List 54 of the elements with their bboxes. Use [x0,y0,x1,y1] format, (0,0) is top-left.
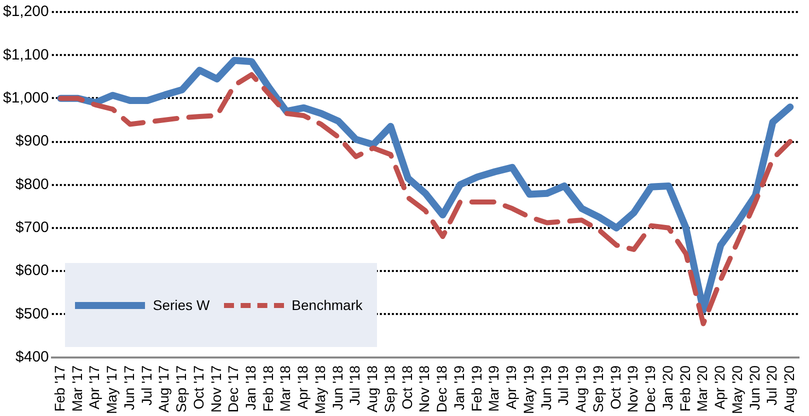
y-tick-label: $700 [16,219,49,236]
x-tick-label: Sep '18 [381,365,398,412]
x-tick-label: Dec '17 [225,365,242,412]
x-tick-label: May '18 [312,365,328,414]
x-tick-label: Jun '19 [538,365,554,410]
x-tick-label: Oct '18 [398,365,415,410]
x-tick-label: Jun '17 [120,365,137,410]
x-tick-label: Nov '17 [208,365,224,412]
x-tick-label: Apr '20 [712,365,728,410]
y-tick-label: $1,200 [2,3,49,20]
x-tick-label: Oct '19 [607,365,624,410]
x-tick-label: Feb '19 [468,365,484,412]
x-tick-label: Apr '18 [294,365,311,410]
x-tick-label: Dec '18 [434,365,450,412]
x-tick-label: Jun '20 [746,365,762,410]
x-tick-label: Aug '20 [781,365,798,412]
x-tick-label: Jan '20 [659,365,676,410]
x-tick-label: Mar '18 [277,365,294,412]
x-tick-label: Jul '20 [764,365,780,406]
x-tick-label: Apr '17 [86,365,102,410]
x-tick-label: Mar '17 [68,365,85,412]
x-tick-label: Nov '18 [416,365,432,412]
x-tick-label: Dec '19 [642,365,658,412]
x-tick-label: Jan '18 [242,365,259,410]
x-tick-label: Aug '19 [572,365,589,412]
x-tick-label: May '19 [520,365,536,414]
x-tick-label: Mar '20 [694,365,710,412]
y-tick-label: $500 [16,305,49,322]
legend-label: Benchmark [292,297,362,314]
y-tick-label: $1,100 [2,46,49,64]
x-tick-label: Sep '19 [590,365,606,412]
x-tick-label: Sep '17 [173,365,190,412]
y-tick-label: $400 [16,348,49,366]
x-tick-label: Jun '18 [329,365,346,410]
x-tick-label: Feb '17 [51,365,68,412]
x-tick-label: May '20 [728,365,745,414]
x-tick-label: Aug '17 [156,365,172,412]
x-tick-label: Jul '17 [138,365,154,406]
x-tick-label: Jul '18 [346,365,363,406]
x-tick-label: Nov '19 [624,365,641,412]
x-tick-label: Jan '19 [450,365,467,410]
x-tick-label: Oct '17 [190,365,206,410]
x-tick-label: Aug '18 [364,365,380,412]
x-tick-label: Mar '19 [486,365,502,412]
x-tick-label: Feb '18 [260,365,276,412]
y-tick-label: $1,000 [2,89,49,106]
x-tick-label: Apr '19 [503,365,520,410]
legend-label: Series W [152,297,210,314]
x-tick-label: Feb '20 [676,365,693,412]
y-tick-label: $800 [16,176,49,193]
y-tick-label: $900 [16,132,49,150]
x-tick-label: Jul '19 [555,365,572,406]
x-tick-label: May '17 [104,365,120,414]
y-tick-label: $600 [16,262,49,280]
